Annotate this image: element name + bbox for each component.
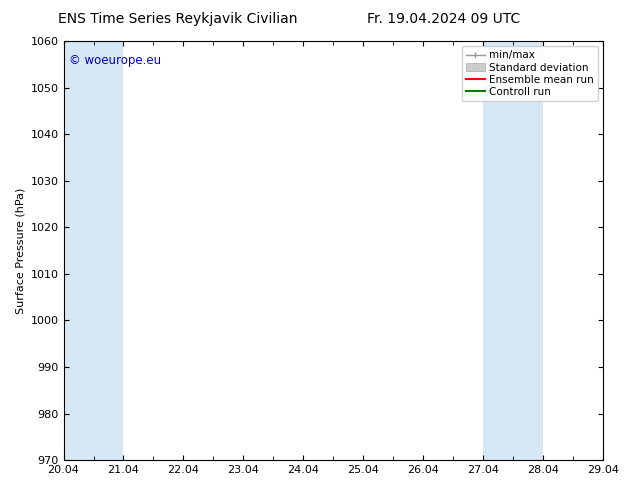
- Text: ENS Time Series Reykjavik Civilian: ENS Time Series Reykjavik Civilian: [58, 12, 297, 26]
- Legend: min/max, Standard deviation, Ensemble mean run, Controll run: min/max, Standard deviation, Ensemble me…: [462, 46, 598, 101]
- Y-axis label: Surface Pressure (hPa): Surface Pressure (hPa): [15, 187, 25, 314]
- Bar: [63, 41, 124, 460]
- Bar: [483, 41, 543, 460]
- Text: © woeurope.eu: © woeurope.eu: [69, 53, 161, 67]
- Text: Fr. 19.04.2024 09 UTC: Fr. 19.04.2024 09 UTC: [367, 12, 521, 26]
- Bar: [603, 41, 633, 460]
